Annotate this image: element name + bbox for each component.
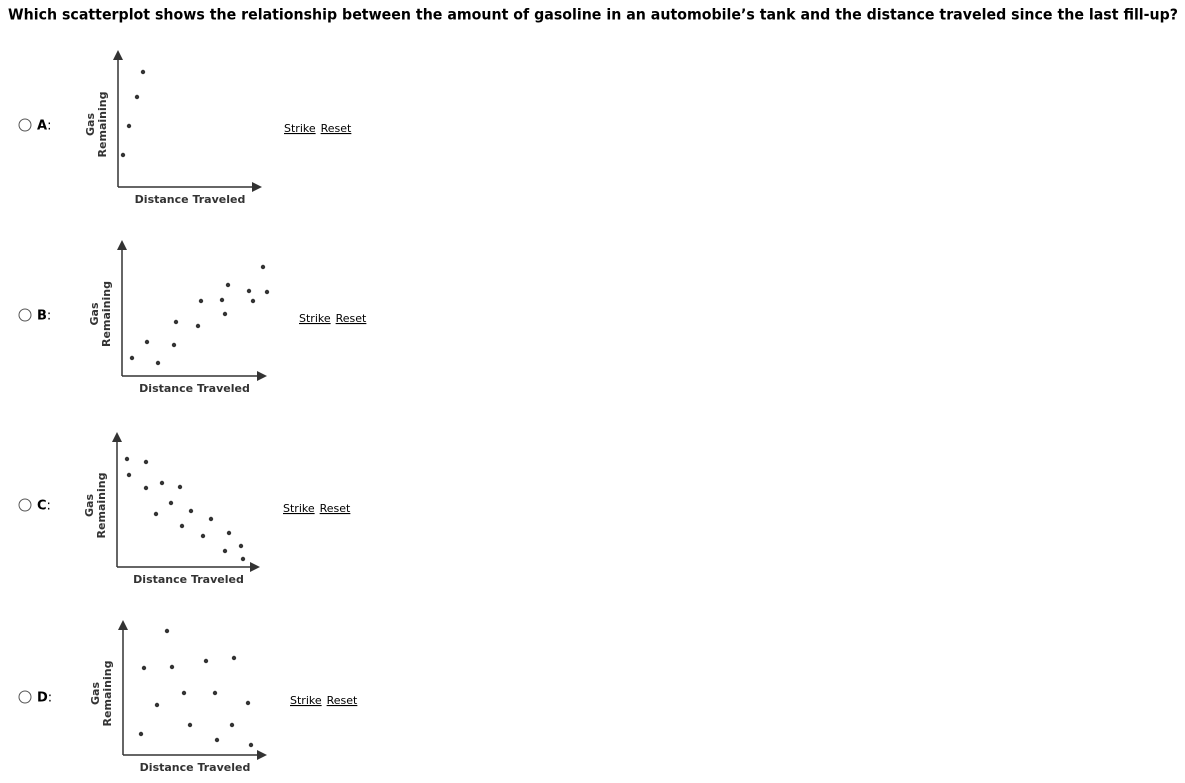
option-letter: A xyxy=(37,119,47,134)
scatter-dot xyxy=(164,628,170,634)
y-axis-label: Remaining xyxy=(100,281,113,347)
y-axis-label: Remaining xyxy=(95,473,108,539)
question: Which scatterplot shows the relationship… xyxy=(8,6,1178,24)
x-axis-arrow xyxy=(250,562,260,572)
scatter-dot xyxy=(179,523,185,529)
option-separator: : xyxy=(47,499,51,514)
scatter-dot xyxy=(264,289,270,295)
scatter-dot xyxy=(138,731,144,737)
scatter-dot xyxy=(226,530,232,536)
scatter-dot xyxy=(212,690,218,696)
scatter-dot xyxy=(195,323,201,329)
reset-link[interactable]: Reset xyxy=(320,502,351,515)
y-axis-label: Gas xyxy=(84,113,97,136)
scatter-dot xyxy=(222,311,228,317)
reset-link[interactable]: Reset xyxy=(336,312,367,325)
scatter-dot xyxy=(124,456,130,462)
y-axis-label: Gas xyxy=(83,494,96,517)
option-letter: D xyxy=(37,691,48,706)
scatter-dot xyxy=(245,700,251,706)
scatter-dot xyxy=(250,298,256,304)
scatter-dot xyxy=(187,722,193,728)
x-axis-label: Distance Traveled xyxy=(139,382,250,395)
scatter-dot xyxy=(153,511,159,517)
scatter-dot xyxy=(154,702,160,708)
scatter-dot xyxy=(231,655,237,661)
scatter-dot xyxy=(203,658,209,664)
y-axis-arrow xyxy=(117,240,127,250)
scatter-dot xyxy=(200,533,206,539)
scatter-dot xyxy=(219,297,225,303)
x-axis-label: Distance Traveled xyxy=(135,193,246,206)
scatter-dot xyxy=(143,459,149,465)
x-axis-arrow xyxy=(257,750,267,760)
scatter-dot xyxy=(208,516,214,522)
scatter-dot xyxy=(159,480,165,486)
strike-link[interactable]: Strike xyxy=(284,122,316,135)
scatter-dot xyxy=(171,342,177,348)
scatter-dot xyxy=(155,360,161,366)
scatter-dot xyxy=(188,508,194,514)
scatter-dot xyxy=(177,484,183,490)
y-axis-arrow xyxy=(113,50,123,60)
option-letter: C xyxy=(37,499,47,514)
y-axis-label: Gas xyxy=(89,682,102,705)
strike-link[interactable]: Strike xyxy=(299,312,331,325)
option-letter: B xyxy=(37,309,47,324)
scatter-dot xyxy=(214,737,220,743)
scatter-dot xyxy=(181,690,187,696)
scatter-dot xyxy=(120,152,126,158)
scatter-dot xyxy=(143,485,149,491)
scatter-dot xyxy=(129,355,135,361)
scatter-dot xyxy=(238,543,244,549)
strike-link[interactable]: Strike xyxy=(290,694,322,707)
scatter-dot xyxy=(141,665,147,671)
reset-link[interactable]: Reset xyxy=(327,694,358,707)
strike-link[interactable]: Strike xyxy=(283,502,315,515)
scatter-dot xyxy=(246,288,252,294)
scatter-dot xyxy=(168,500,174,506)
scatter-dot xyxy=(134,94,140,100)
y-axis-label: Remaining xyxy=(96,92,109,158)
scatter-dot xyxy=(173,319,179,325)
scatter-dot xyxy=(144,339,150,345)
scatter-dot xyxy=(240,556,246,562)
radio-button[interactable] xyxy=(18,118,32,132)
x-axis-label: Distance Traveled xyxy=(133,573,244,586)
option-separator: : xyxy=(47,309,51,324)
radio-button[interactable] xyxy=(18,690,32,704)
scatter-dot xyxy=(248,742,254,748)
option-separator: : xyxy=(47,119,51,134)
option-separator: : xyxy=(48,691,52,706)
scatter-dot xyxy=(126,123,132,129)
x-axis-arrow xyxy=(252,182,262,192)
reset-link[interactable]: Reset xyxy=(321,122,352,135)
scatter-dot xyxy=(229,722,235,728)
y-axis-label: Remaining xyxy=(101,661,114,727)
x-axis-arrow xyxy=(257,371,267,381)
scatter-dot xyxy=(198,298,204,304)
y-axis-arrow xyxy=(118,620,128,630)
scatter-dot xyxy=(260,264,266,270)
x-axis-label: Distance Traveled xyxy=(140,761,251,774)
scatter-dot xyxy=(140,69,146,75)
scatter-dot xyxy=(222,548,228,554)
y-axis-arrow xyxy=(112,432,122,442)
scatter-dot xyxy=(126,472,132,478)
y-axis-label: Gas xyxy=(88,302,101,325)
radio-button[interactable] xyxy=(18,308,32,322)
radio-button[interactable] xyxy=(18,498,32,512)
scatter-dot xyxy=(169,664,175,670)
scatter-dot xyxy=(225,282,231,288)
